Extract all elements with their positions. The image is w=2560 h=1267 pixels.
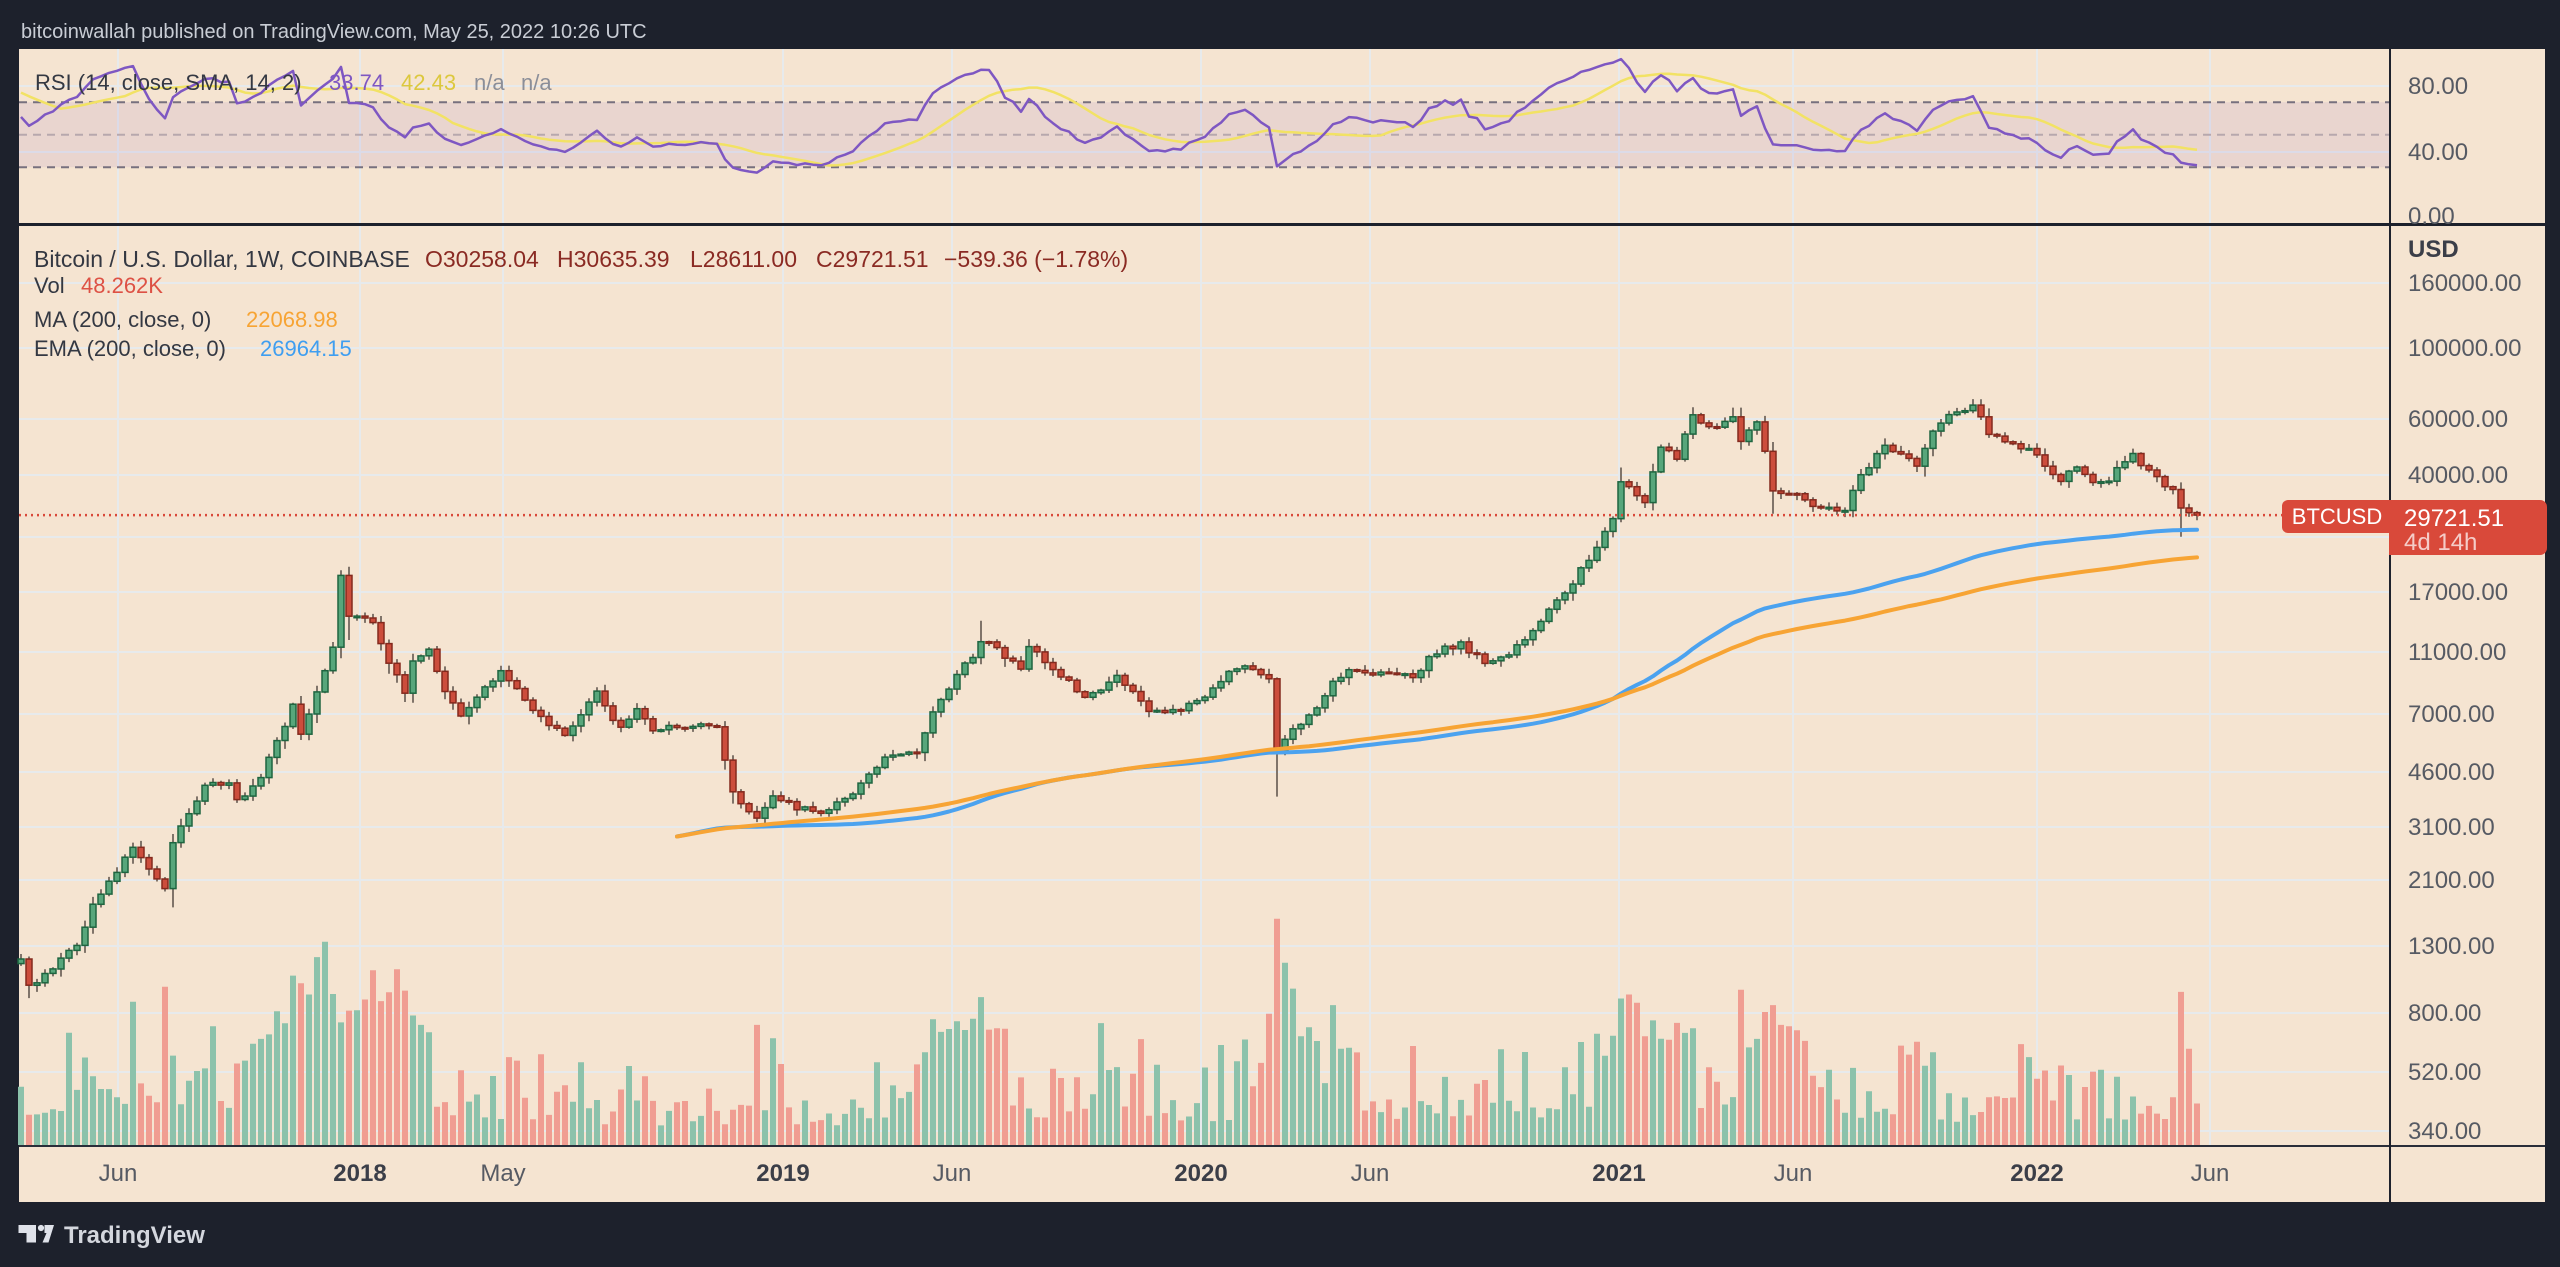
svg-text:17000.00: 17000.00 [2408,579,2508,606]
svg-text:n/a: n/a [521,70,552,95]
svg-text:42.43: 42.43 [401,70,456,95]
svg-text:4d 14h: 4d 14h [2404,529,2477,556]
svg-text:800.00: 800.00 [2408,1000,2481,1027]
svg-text:0.00: 0.00 [2408,203,2455,230]
svg-text:33.74: 33.74 [329,70,384,95]
svg-text:Jun: Jun [933,1160,972,1187]
svg-text:Bitcoin / U.S. Dollar, 1W, COI: Bitcoin / U.S. Dollar, 1W, COINBASE [34,246,410,272]
svg-text:H30635.39: H30635.39 [557,246,670,272]
svg-text:26964.15: 26964.15 [260,336,352,361]
svg-text:Jun: Jun [99,1160,138,1187]
svg-text:2019: 2019 [756,1160,809,1187]
svg-text:340.00: 340.00 [2408,1118,2481,1145]
svg-text:RSI (14, close, SMA, 14, 2): RSI (14, close, SMA, 14, 2) [35,70,302,95]
svg-text:BTCUSD: BTCUSD [2292,504,2382,529]
svg-text:4600.00: 4600.00 [2408,759,2495,786]
svg-text:May: May [480,1160,525,1187]
svg-text:160000.00: 160000.00 [2408,270,2521,297]
svg-text:40.00: 40.00 [2408,139,2468,166]
svg-text:MA (200, close, 0): MA (200, close, 0) [34,307,211,332]
svg-text:29721.51: 29721.51 [2404,505,2504,532]
svg-text:O30258.04: O30258.04 [425,246,539,272]
svg-text:EMA (200, close, 0): EMA (200, close, 0) [34,336,226,361]
svg-text:bitcoinwallah published on Tra: bitcoinwallah published on TradingView.c… [21,21,647,43]
svg-text:1300.00: 1300.00 [2408,933,2495,960]
svg-text:22068.98: 22068.98 [246,307,338,332]
svg-text:Jun: Jun [1351,1160,1390,1187]
svg-text:60000.00: 60000.00 [2408,406,2508,433]
svg-text:2022: 2022 [2010,1160,2063,1187]
svg-text:2018: 2018 [333,1160,386,1187]
svg-text:2100.00: 2100.00 [2408,867,2495,894]
svg-text:2020: 2020 [1174,1160,1227,1187]
svg-text:11000.00: 11000.00 [2408,639,2506,666]
svg-text:Jun: Jun [1774,1160,1813,1187]
svg-text:TradingView: TradingView [64,1222,205,1249]
svg-text:2021: 2021 [1592,1160,1645,1187]
svg-text:Jun: Jun [2191,1160,2230,1187]
svg-text:3100.00: 3100.00 [2408,814,2495,841]
svg-text:40000.00: 40000.00 [2408,462,2508,489]
svg-text:100000.00: 100000.00 [2408,335,2521,362]
svg-text:L28611.00: L28611.00 [690,246,797,272]
svg-text:n/a: n/a [474,70,505,95]
svg-text:7000.00: 7000.00 [2408,701,2495,728]
svg-text:C29721.51: C29721.51 [816,246,929,272]
svg-text:−539.36 (−1.78%): −539.36 (−1.78%) [944,246,1128,272]
svg-text:520.00: 520.00 [2408,1059,2481,1086]
svg-text:48.262K: 48.262K [81,273,163,298]
svg-text:Vol: Vol [34,273,65,298]
svg-text:USD: USD [2408,236,2459,263]
svg-text:80.00: 80.00 [2408,73,2468,100]
